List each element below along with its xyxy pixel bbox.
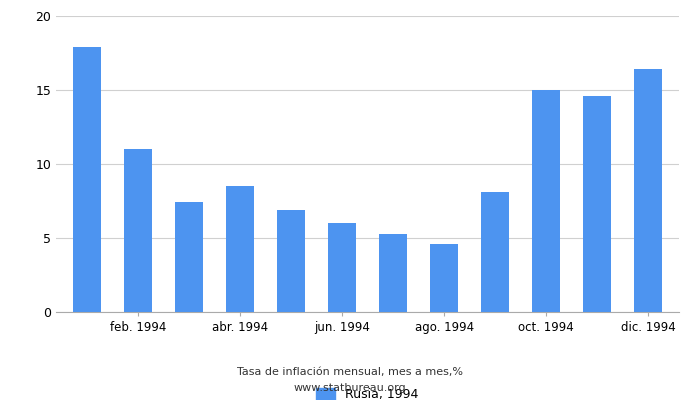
Text: www.statbureau.org: www.statbureau.org xyxy=(294,383,406,393)
Bar xyxy=(124,149,152,312)
Bar xyxy=(226,186,254,312)
Bar xyxy=(583,96,611,312)
Bar xyxy=(73,47,101,312)
Text: Tasa de inflación mensual, mes a mes,%: Tasa de inflación mensual, mes a mes,% xyxy=(237,367,463,377)
Bar xyxy=(379,234,407,312)
Bar xyxy=(430,244,458,312)
Bar xyxy=(175,202,203,312)
Bar xyxy=(532,90,560,312)
Bar xyxy=(328,223,356,312)
Bar xyxy=(634,69,662,312)
Bar xyxy=(481,192,509,312)
Legend: Rusia, 1994: Rusia, 1994 xyxy=(312,383,424,400)
Bar xyxy=(277,210,305,312)
